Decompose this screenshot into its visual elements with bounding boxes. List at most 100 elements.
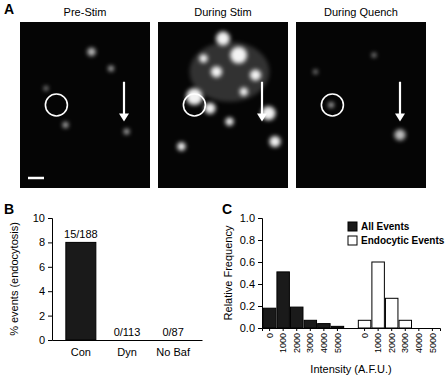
axis-line bbox=[263, 329, 441, 332]
legend-label: Endocytic Events bbox=[361, 235, 445, 246]
image bbox=[158, 22, 288, 188]
annotation: 15/188 bbox=[64, 228, 98, 240]
tick-label: 4000 bbox=[319, 333, 329, 353]
y-axis: 0246810 bbox=[33, 212, 53, 346]
tick-mark bbox=[418, 328, 419, 331]
tick-mark bbox=[48, 316, 52, 317]
tick-label: 0 bbox=[360, 333, 370, 338]
tick: 6 bbox=[39, 261, 52, 273]
fluorescent-spot bbox=[124, 129, 130, 135]
tick: 1000 bbox=[373, 328, 383, 353]
image-background bbox=[296, 22, 426, 188]
tick: 4 bbox=[39, 285, 52, 297]
image-title: During Stim bbox=[194, 6, 251, 18]
tick: 4000 bbox=[319, 328, 329, 353]
annotation: 0/113 bbox=[114, 326, 141, 338]
tick-label: No Baf bbox=[156, 346, 191, 358]
fluorescent-spot bbox=[328, 102, 334, 108]
image-background bbox=[20, 22, 150, 188]
image-background bbox=[158, 22, 288, 188]
legend-label: All Events bbox=[361, 221, 410, 232]
arrow-head bbox=[395, 114, 405, 122]
tick-label: Dyn bbox=[117, 346, 137, 358]
tick-mark bbox=[48, 267, 52, 268]
axis-title: Relative Frequency bbox=[222, 225, 234, 320]
tick: 3000 bbox=[305, 328, 315, 353]
tick-label: 1.0 bbox=[240, 212, 255, 224]
tick-mark bbox=[296, 328, 297, 331]
arrow-head bbox=[257, 114, 267, 122]
tick-mark bbox=[48, 242, 52, 243]
annotation: 0/87 bbox=[162, 326, 183, 338]
tick: 1.0 bbox=[240, 212, 262, 224]
fluorescent-spot bbox=[63, 122, 69, 128]
tick-mark bbox=[337, 328, 338, 331]
tick-mark bbox=[258, 240, 262, 241]
scale-bar bbox=[28, 177, 44, 180]
tick-label: 4 bbox=[39, 285, 45, 297]
bar bbox=[372, 262, 384, 328]
bar bbox=[112, 340, 142, 341]
fluorescent-spot bbox=[44, 86, 48, 90]
bar bbox=[158, 340, 188, 341]
tick-label: 0.4 bbox=[240, 278, 255, 290]
tick-label: 3000 bbox=[400, 333, 410, 353]
x-axis: 0100020003000400050000100020003000400050… bbox=[263, 328, 441, 353]
axis-line bbox=[258, 219, 263, 329]
tick: 8 bbox=[39, 236, 52, 248]
bar bbox=[304, 320, 316, 328]
tick-mark bbox=[364, 328, 365, 331]
tick: 0.4 bbox=[240, 278, 262, 290]
region-circle bbox=[321, 94, 343, 116]
legend: All Events Endocytic Events bbox=[348, 221, 445, 246]
tick-mark bbox=[258, 284, 262, 285]
tick-label: 8 bbox=[39, 236, 45, 248]
fluorescent-spot bbox=[108, 66, 114, 72]
tick-mark bbox=[258, 218, 262, 219]
fluorescent-spot bbox=[394, 129, 405, 140]
bar bbox=[277, 272, 289, 328]
tick-label: 0.6 bbox=[240, 256, 255, 268]
tick: 2000 bbox=[292, 328, 302, 353]
y-axis: 0.0 0.2 0.4 0.6 0.8 1.0 bbox=[240, 212, 263, 334]
legend-swatch bbox=[348, 236, 357, 245]
tick-mark bbox=[378, 328, 379, 331]
arrow-shaft bbox=[399, 82, 401, 116]
tick: 2000 bbox=[387, 328, 397, 353]
tick-label: 10 bbox=[33, 212, 45, 224]
bars bbox=[66, 242, 96, 340]
tick: 0 bbox=[39, 334, 52, 346]
tick-label: 0.0 bbox=[240, 322, 255, 334]
tick-mark bbox=[405, 328, 406, 331]
arrow-head bbox=[119, 114, 129, 122]
panel-label: B bbox=[4, 201, 14, 217]
legend-swatch bbox=[348, 222, 357, 231]
tick-mark bbox=[269, 328, 270, 331]
tick-mark bbox=[310, 328, 311, 331]
region-circle bbox=[45, 94, 67, 116]
tick: 5000 bbox=[428, 328, 438, 353]
tick: 0 bbox=[360, 328, 370, 338]
tick-mark bbox=[258, 328, 262, 329]
tick: Con bbox=[71, 340, 91, 358]
fluorescent-spot bbox=[313, 70, 317, 74]
tick: Dyn bbox=[117, 340, 137, 358]
tick: 1000 bbox=[278, 328, 288, 353]
fluorescent-haze bbox=[190, 42, 270, 102]
tick-mark bbox=[283, 328, 284, 331]
tick-mark bbox=[48, 340, 52, 341]
bar bbox=[399, 320, 411, 328]
fluorescent-spot bbox=[87, 48, 95, 56]
tick: 0.6 bbox=[240, 256, 262, 268]
bar bbox=[331, 326, 343, 328]
tick-label: 1000 bbox=[278, 333, 288, 353]
tick-label: 4000 bbox=[414, 333, 424, 353]
tick-mark bbox=[391, 328, 392, 331]
tick-mark bbox=[258, 306, 262, 307]
fluorescent-spot bbox=[225, 117, 233, 125]
tick: 0.2 bbox=[240, 300, 262, 312]
tick-mark bbox=[258, 262, 262, 263]
image-title: Pre-Stim bbox=[64, 6, 107, 18]
tick-label: 5000 bbox=[428, 333, 438, 353]
tick: 0.8 bbox=[240, 234, 262, 246]
